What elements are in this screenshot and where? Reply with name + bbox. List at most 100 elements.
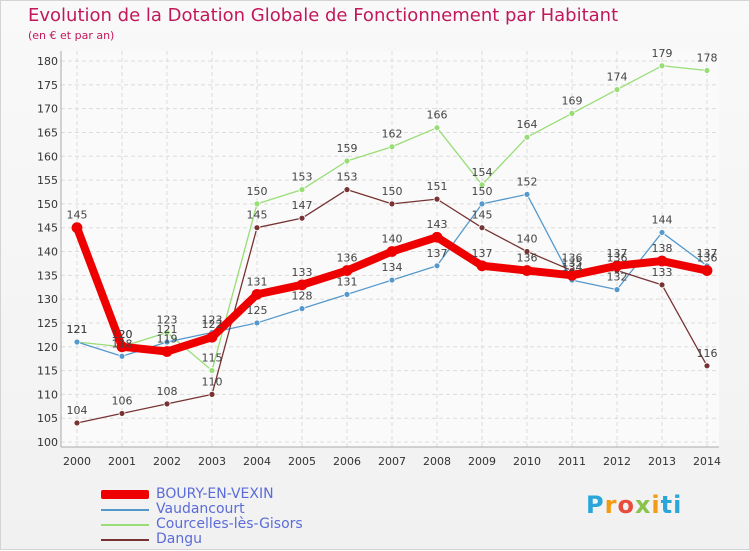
data-label-dangu: 145 <box>247 209 268 222</box>
data-point-boury <box>476 260 488 272</box>
data-label-dangu: 150 <box>382 185 403 198</box>
data-label-vaudancourt: 137 <box>427 247 448 260</box>
data-point-boury <box>701 265 713 276</box>
chart-subtitle: (en € et par an) <box>28 29 115 42</box>
legend-item-dangu: Dangu <box>101 532 303 547</box>
legend-swatch-boury <box>101 490 149 499</box>
data-point-courcelles <box>253 200 261 208</box>
data-point-vaudancourt <box>478 200 486 208</box>
data-label-vaudancourt: 121 <box>67 323 88 336</box>
data-label-dangu: 108 <box>157 385 178 398</box>
data-point-dangu <box>208 390 216 398</box>
data-point-vaudancourt <box>433 262 441 270</box>
data-point-vaudancourt <box>73 338 81 346</box>
data-label-dangu: 153 <box>337 171 358 184</box>
y-tick-label: 115 <box>37 365 58 378</box>
y-tick-label: 145 <box>37 222 58 235</box>
data-label-vaudancourt: 132 <box>607 271 628 284</box>
x-tick-label: 2010 <box>513 455 541 468</box>
y-tick-label: 120 <box>37 341 58 354</box>
y-tick-label: 140 <box>37 246 58 259</box>
legend-label: Dangu <box>156 531 202 547</box>
data-point-courcelles <box>523 133 531 141</box>
y-tick-label: 155 <box>37 174 58 187</box>
data-label-vaudancourt: 134 <box>382 261 403 274</box>
data-point-boury <box>611 260 623 272</box>
x-tick-label: 2007 <box>378 455 406 468</box>
legend-swatch-vaudancourt <box>101 508 149 511</box>
data-label-dangu: 104 <box>67 404 88 417</box>
data-label-vaudancourt: 125 <box>247 304 268 317</box>
data-label-dangu: 140 <box>517 233 538 246</box>
data-label-dangu: 151 <box>427 180 448 193</box>
legend-item-courcelles: Courcelles-lès-Gisors <box>101 517 303 532</box>
data-point-courcelles <box>478 181 486 189</box>
data-label-boury: 143 <box>427 218 448 231</box>
x-tick-label: 2012 <box>603 455 631 468</box>
data-label-dangu: 116 <box>697 347 718 360</box>
data-point-dangu <box>433 195 441 203</box>
data-label-courcelles: 169 <box>562 94 583 107</box>
data-point-courcelles <box>343 157 351 165</box>
data-label-boury: 120 <box>112 328 133 341</box>
data-label-boury: 135 <box>562 256 583 269</box>
data-label-courcelles: 174 <box>607 71 628 84</box>
y-tick-label: 100 <box>37 436 58 449</box>
data-label-courcelles: 162 <box>382 128 403 141</box>
data-label-dangu: 147 <box>292 199 313 212</box>
chart-title: Evolution de la Dotation Globale de Fonc… <box>28 5 619 26</box>
data-label-dangu: 133 <box>652 266 673 279</box>
data-label-vaudancourt: 123 <box>202 313 223 326</box>
data-label-dangu: 106 <box>112 394 133 407</box>
data-label-boury: 137 <box>607 247 628 260</box>
y-tick-label: 110 <box>37 388 58 401</box>
data-label-dangu: 145 <box>472 209 493 222</box>
data-label-courcelles: 121 <box>67 323 88 336</box>
y-tick-label: 180 <box>37 55 58 68</box>
data-point-vaudancourt <box>118 352 126 360</box>
data-point-dangu <box>343 186 351 193</box>
data-point-vaudancourt <box>298 305 306 313</box>
data-point-courcelles <box>208 367 216 374</box>
data-label-boury: 138 <box>652 242 673 255</box>
legend-swatch-dangu <box>101 538 149 541</box>
x-tick-label: 2013 <box>648 455 676 468</box>
y-tick-label: 165 <box>37 126 58 139</box>
x-tick-label: 2006 <box>333 455 361 468</box>
data-label-courcelles: 159 <box>337 142 358 155</box>
data-label-courcelles: 153 <box>292 171 313 184</box>
data-point-dangu <box>388 200 396 208</box>
data-point-dangu <box>163 400 171 408</box>
data-point-dangu <box>658 281 666 289</box>
data-label-vaudancourt: 121 <box>157 323 178 336</box>
x-tick-label: 2004 <box>243 455 271 468</box>
data-point-courcelles <box>388 143 396 151</box>
data-point-dangu <box>703 362 711 370</box>
x-tick-label: 2003 <box>198 455 226 468</box>
y-tick-label: 135 <box>37 269 58 282</box>
data-point-courcelles <box>703 67 711 74</box>
data-point-courcelles <box>163 329 171 336</box>
data-label-dangu: 136 <box>607 252 628 265</box>
data-label-courcelles: 115 <box>202 352 223 365</box>
data-label-boury: 122 <box>202 318 223 331</box>
data-label-vaudancourt: 131 <box>337 275 358 288</box>
data-label-courcelles: 166 <box>427 109 448 122</box>
data-point-dangu <box>73 419 81 427</box>
data-point-vaudancourt <box>253 319 261 327</box>
x-tick-label: 2005 <box>288 455 316 468</box>
proxiti-logo: Proxiti <box>586 491 683 519</box>
y-tick-label: 125 <box>37 317 58 330</box>
data-point-dangu <box>118 410 126 417</box>
x-tick-label: 2001 <box>108 455 136 468</box>
x-tick-label: 2014 <box>693 455 721 468</box>
data-label-boury: 136 <box>517 252 538 265</box>
legend-item-boury: BOURY-EN-VEXIN <box>101 487 303 502</box>
data-point-boury <box>251 288 263 300</box>
x-tick-label: 2009 <box>468 455 496 468</box>
data-point-dangu <box>253 224 261 232</box>
x-tick-label: 2011 <box>558 455 586 468</box>
legend-label: Courcelles-lès-Gisors <box>156 516 303 532</box>
